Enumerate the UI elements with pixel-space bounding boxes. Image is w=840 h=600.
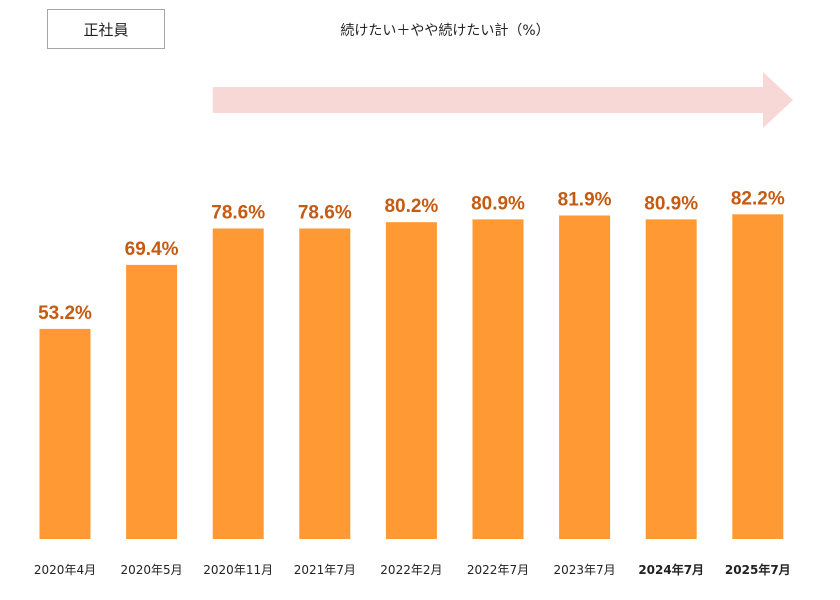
data-label: 53.2%: [38, 303, 92, 324]
data-label: 81.9%: [558, 190, 612, 211]
x-tick-label: 2020年5月: [121, 563, 183, 577]
trend-arrow: [212, 72, 793, 128]
data-label: 80.9%: [471, 193, 525, 214]
bar: [212, 228, 264, 539]
badge-label: 正社員: [83, 20, 129, 39]
x-tick-label: 2020年4月: [34, 563, 96, 577]
bar: [472, 219, 524, 539]
category-badge: 正社員: [47, 9, 165, 49]
bar: [645, 219, 697, 539]
x-tick-label: 2022年2月: [380, 563, 442, 577]
x-tick-label: 2024年7月: [638, 562, 704, 577]
bar: [385, 222, 437, 539]
bars-layer: [39, 214, 784, 540]
x-tick-label: 2025年7月: [725, 562, 791, 577]
x-tick-label: 2021年7月: [294, 563, 356, 577]
data-label: 69.4%: [125, 239, 179, 260]
bar: [732, 214, 784, 540]
x-tick-label: 2020年11月: [203, 563, 273, 577]
data-label: 80.9%: [644, 193, 698, 214]
data-label: 78.6%: [298, 203, 352, 224]
bar: [126, 264, 178, 539]
x-tick-labels-layer: 2020年4月 2020年5月 2020年11月 2021年7月 2022年2月 2022…: [34, 562, 791, 577]
data-labels-layer: 53.2% 69.4% 78.6% 78.6% 80.2% 80.9% 81.9% 80.9%…: [38, 188, 785, 324]
bar: [559, 215, 611, 539]
bar: [39, 328, 91, 539]
bar: [299, 228, 351, 539]
data-label: 82.2%: [731, 188, 785, 209]
x-tick-label: 2023年7月: [554, 563, 616, 577]
chart-subtitle: 続けたい＋やや続けたい計（%）: [340, 23, 550, 39]
data-label: 78.6%: [211, 203, 265, 224]
data-label: 80.2%: [384, 196, 438, 217]
x-tick-label: 2022年7月: [467, 563, 529, 577]
trend-arrow-layer: [212, 72, 793, 128]
